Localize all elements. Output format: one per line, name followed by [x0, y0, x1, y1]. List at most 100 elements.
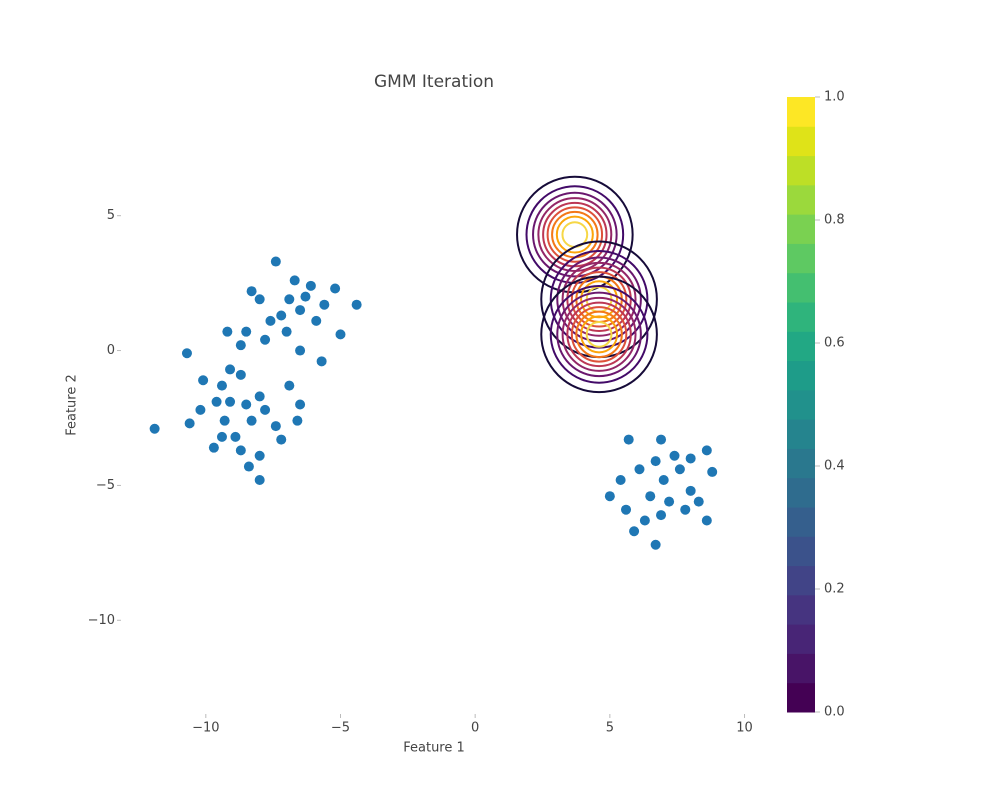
contour — [537, 197, 613, 273]
point — [658, 475, 669, 486]
point — [216, 431, 227, 442]
colorbar-band — [787, 477, 815, 508]
point — [604, 491, 615, 502]
point — [246, 415, 257, 426]
point — [276, 310, 287, 321]
colorbar-band — [787, 624, 815, 654]
point — [351, 299, 362, 310]
colorbar-band — [787, 184, 815, 215]
point — [265, 315, 276, 326]
colorbar-band — [787, 448, 815, 479]
point — [615, 475, 626, 486]
point — [222, 326, 233, 337]
point — [254, 294, 265, 305]
contour — [575, 275, 623, 324]
point — [181, 348, 192, 359]
point — [260, 404, 271, 415]
point — [241, 326, 252, 337]
y-tick-label: 0 — [107, 343, 115, 358]
colorbar-band — [787, 272, 815, 303]
contour — [575, 310, 623, 359]
contour — [525, 185, 625, 284]
point — [650, 456, 661, 467]
point — [281, 326, 292, 337]
colorbar-band — [787, 507, 815, 537]
point — [656, 434, 667, 445]
x-tick-label: 10 — [736, 721, 753, 736]
point — [693, 496, 704, 507]
point — [246, 286, 257, 297]
contour — [546, 206, 604, 263]
point — [292, 415, 303, 426]
point — [674, 464, 685, 475]
point — [707, 466, 718, 477]
point — [235, 369, 246, 380]
y-tick-label: 5 — [107, 208, 115, 223]
contour — [585, 321, 613, 348]
point — [316, 356, 327, 367]
colorbar-tick-label: 0.0 — [824, 705, 845, 720]
contour — [566, 301, 632, 368]
point — [685, 453, 696, 464]
x-axis-title: Feature 1 — [403, 741, 465, 756]
point — [295, 345, 306, 356]
colorbar-band — [787, 565, 815, 596]
point — [300, 291, 311, 302]
x-tick-label: −10 — [192, 721, 219, 736]
contour — [556, 291, 642, 378]
contour — [555, 215, 594, 254]
point — [235, 445, 246, 456]
point — [211, 396, 222, 407]
colorbar-tick-label: 0.4 — [824, 459, 845, 474]
point — [198, 375, 209, 386]
point — [650, 539, 661, 550]
colorbar-tick-label: 0.6 — [824, 336, 845, 351]
colorbar-tick-label: 0.8 — [824, 213, 845, 228]
point — [664, 496, 675, 507]
point — [295, 399, 306, 410]
contour — [556, 256, 642, 343]
point — [685, 485, 696, 496]
colorbar-band — [787, 97, 815, 127]
contour — [551, 210, 599, 259]
colorbar-tick-label: 1.0 — [824, 90, 845, 105]
colorbar-band — [787, 536, 815, 567]
colorbar-band — [787, 243, 815, 274]
point — [270, 421, 281, 432]
contour — [580, 315, 619, 354]
point — [254, 391, 265, 402]
colorbar-band — [787, 302, 815, 332]
point — [276, 434, 287, 445]
point — [669, 450, 680, 461]
point — [311, 315, 322, 326]
point — [260, 334, 271, 345]
contour — [566, 266, 632, 333]
point — [270, 256, 281, 267]
point — [284, 380, 295, 391]
contour — [549, 285, 649, 384]
colorbar-band — [787, 389, 815, 420]
x-tick-label: 5 — [606, 721, 614, 736]
colorbar-band — [787, 360, 815, 391]
contour — [561, 296, 637, 372]
point — [335, 329, 346, 340]
point — [680, 504, 691, 515]
point — [184, 418, 195, 429]
point — [621, 504, 632, 515]
point — [243, 461, 254, 472]
colorbar-tick-label: 0.2 — [824, 582, 845, 597]
y-tick-label: −10 — [88, 613, 115, 628]
colorbar-band — [787, 419, 815, 449]
point — [623, 434, 634, 445]
point — [319, 299, 330, 310]
point — [701, 445, 712, 456]
contour — [561, 261, 637, 337]
contour — [570, 306, 628, 363]
colorbar-band — [787, 214, 815, 244]
point — [295, 305, 306, 316]
point — [656, 510, 667, 521]
point — [241, 399, 252, 410]
colorbar-band — [787, 594, 815, 625]
point — [645, 491, 656, 502]
